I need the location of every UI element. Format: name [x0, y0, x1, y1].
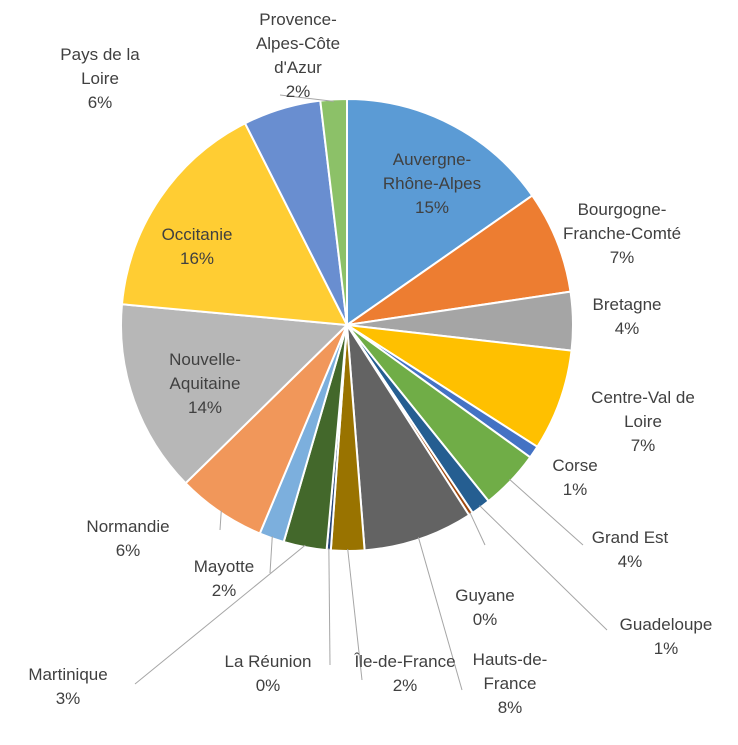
category-label: Centre-Val de Loire — [591, 388, 695, 431]
value-label: 7% — [630, 436, 656, 455]
pie-slice — [346, 97, 534, 327]
data-label: La Réunion 0% — [208, 650, 328, 698]
category-label: Guyane — [455, 586, 515, 605]
category-label: Normandie — [86, 517, 170, 536]
pie-slice — [120, 303, 350, 485]
data-label: Martinique 3% — [8, 663, 128, 711]
value-label: 6% — [87, 93, 113, 112]
category-label: Grand Est — [591, 528, 669, 547]
data-label: Bretagne 4% — [567, 293, 687, 341]
data-label: Guyane 0% — [425, 584, 545, 632]
category-label: La Réunion — [224, 652, 312, 671]
leader-line — [269, 536, 273, 574]
category-label: Bourgogne-Franche-Comté — [562, 200, 682, 243]
category-label: Île-de-France — [354, 652, 456, 671]
pie-slice — [120, 121, 349, 327]
value-label: 16% — [179, 249, 215, 268]
value-label: 1% — [653, 639, 679, 658]
leader-line — [279, 94, 334, 102]
value-label: 7% — [609, 248, 635, 267]
category-label: Pays de la Loire — [60, 45, 140, 88]
data-label: Grand Est 4% — [570, 526, 690, 574]
category-label: Corse — [552, 456, 598, 475]
category-label: Occitanie — [161, 225, 233, 244]
data-label: Occitanie 16% — [137, 223, 257, 271]
value-label: 15% — [414, 198, 450, 217]
pie-slice — [346, 194, 572, 326]
value-label: 8% — [497, 698, 523, 717]
value-label: 4% — [617, 552, 643, 571]
leader-line — [347, 548, 363, 681]
value-label: 1% — [562, 480, 588, 499]
leader-line — [417, 537, 463, 691]
data-label: Normandie 6% — [68, 515, 188, 563]
data-label: Pays de la Loire 6% — [40, 43, 160, 115]
leader-line — [134, 544, 306, 685]
value-label: 2% — [211, 581, 237, 600]
value-label: 0% — [472, 610, 498, 629]
leader-line — [328, 548, 331, 666]
leader-line — [509, 478, 584, 546]
data-label: Île-de-France 2% — [345, 650, 465, 698]
value-label: 14% — [187, 398, 223, 417]
data-label: Bourgogne-Franche-Comté 7% — [562, 198, 682, 270]
data-label: Corse 1% — [515, 454, 635, 502]
data-label: Hauts-de-France 8% — [450, 648, 570, 720]
leader-line — [479, 505, 608, 631]
data-label: Nouvelle-Aquitaine 14% — [145, 348, 265, 420]
leader-line — [219, 510, 222, 531]
data-label: Auvergne-Rhône-Alpes 15% — [372, 148, 492, 220]
value-label: 6% — [115, 541, 141, 560]
data-label: Provence-Alpes-Côte d'Azur 2% — [238, 8, 358, 104]
data-label: Guadeloupe 1% — [606, 613, 726, 661]
category-label: Auvergne-Rhône-Alpes — [382, 150, 482, 193]
category-label: Martinique — [28, 665, 108, 684]
category-label: Bretagne — [592, 295, 662, 314]
value-label: 0% — [255, 676, 281, 695]
category-label: Hauts-de-France — [472, 650, 548, 693]
value-label: 3% — [55, 689, 81, 708]
category-label: Mayotte — [193, 557, 255, 576]
value-label: 2% — [392, 676, 418, 695]
category-label: Guadeloupe — [619, 615, 713, 634]
data-label: Mayotte 2% — [164, 555, 284, 603]
value-label: 2% — [285, 82, 311, 101]
data-label: Centre-Val de Loire 7% — [583, 386, 703, 458]
pie-slice — [319, 97, 348, 326]
leader-line — [469, 512, 486, 546]
value-label: 4% — [614, 319, 640, 338]
category-label: Nouvelle-Aquitaine — [169, 350, 241, 393]
category-label: Provence-Alpes-Côte d'Azur — [255, 10, 341, 77]
pie-slice — [346, 324, 573, 449]
